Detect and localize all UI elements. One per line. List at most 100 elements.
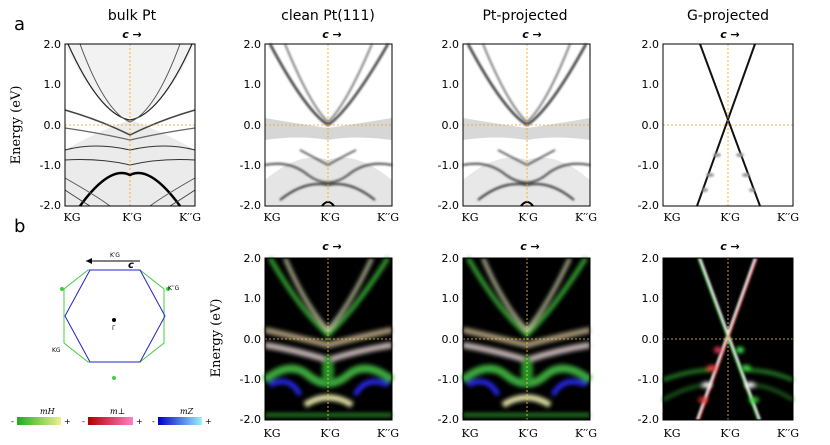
- colorbar-2-label: m⊥: [110, 407, 125, 416]
- xtick-a2-3: K′′G: [377, 211, 399, 224]
- ytick-b2-1: 2.0: [442, 252, 460, 265]
- colorbar-3-label: mZ: [180, 407, 194, 416]
- bottom-title-1: clean Pt(111): [330, 238, 337, 241]
- bz-label-right: K′′G: [168, 285, 180, 292]
- c-arrow-bottom-1: c →: [322, 240, 342, 253]
- colorbar-1-plus: +: [64, 417, 71, 426]
- xtick-a3-1: KG: [461, 211, 478, 224]
- ytick-b3-4: -1.0: [638, 373, 659, 386]
- panel-bulk-pt: [64, 43, 196, 207]
- colorbar-2-plus: +: [136, 417, 143, 426]
- ytick-a3-3: 0.0: [442, 119, 460, 132]
- colorbar-1: [17, 417, 61, 425]
- ytick-b1-4: -1.0: [240, 373, 261, 386]
- panel-g-bottom: [662, 257, 794, 421]
- brillouin-zone-diagram: K′G K′′G KG Γ c: [52, 252, 180, 380]
- ytick-a2-5: -2.0: [240, 199, 261, 212]
- ytick-a3-2: 1.0: [442, 78, 460, 91]
- ytick-b1-3: 0.0: [244, 333, 262, 346]
- xtick-a3-2: K′G: [518, 211, 538, 224]
- ytick-b3-3: 0.0: [642, 333, 660, 346]
- ytick-b3-1: 2.0: [642, 252, 660, 265]
- c-arrow-top-1: c →: [122, 28, 142, 41]
- panel-g-top: [662, 43, 794, 207]
- ytick-b2-4: -1.0: [438, 373, 459, 386]
- c-arrow-top-3: c →: [522, 28, 542, 41]
- bz-label-left: KG: [52, 347, 61, 354]
- xtick-a2-1: KG: [263, 211, 280, 224]
- ytick-a3-1: 2.0: [442, 38, 460, 51]
- bottom-yticks: 2.0 1.0 0.0 -1.0 -2.0 2.0 1.0 0.0 -1.0 -…: [240, 252, 659, 426]
- colorbar-3-minus: -: [152, 417, 155, 426]
- ytick-a4-2: 1.0: [642, 78, 660, 91]
- ytick-a3-4: -1.0: [438, 159, 459, 172]
- ytick-a1-1: 2.0: [44, 38, 62, 51]
- panel-b-label: b: [14, 216, 25, 237]
- xtick-b3-1: KG: [663, 427, 680, 440]
- top-xticks: KG K′G K′′G KG K′G K′′G KG K′G K′′G KG K…: [63, 211, 799, 224]
- panel-clean-top: [264, 43, 393, 207]
- colorbar-2-minus: -: [82, 417, 85, 426]
- ytick-b1-1: 2.0: [244, 252, 262, 265]
- bottom-title-2: Pt-projected: [528, 238, 534, 241]
- top-title-3: Pt-projected: [482, 8, 567, 24]
- energy-label-top: Energy (eV): [9, 86, 24, 165]
- ytick-a2-1: 2.0: [244, 38, 262, 51]
- ytick-a2-4: -1.0: [240, 159, 261, 172]
- ytick-b3-2: 1.0: [642, 292, 660, 305]
- ytick-a4-5: -2.0: [638, 199, 659, 212]
- ytick-a2-2: 1.0: [244, 78, 262, 91]
- ytick-a3-5: -2.0: [438, 199, 459, 212]
- xtick-b1-1: KG: [263, 427, 280, 440]
- c-arrow-bottom-3: c →: [720, 240, 740, 253]
- xtick-a4-1: KG: [663, 211, 680, 224]
- xtick-a3-3: K′′G: [575, 211, 597, 224]
- bz-label-gamma: Γ: [112, 325, 116, 332]
- xtick-a1-2: K′G: [122, 211, 142, 224]
- energy-label-bottom: Energy (eV): [209, 299, 224, 378]
- bottom-title-3: G-projected: [730, 238, 736, 241]
- c-arrow-bottom-2: c →: [520, 240, 540, 253]
- ytick-b2-3: 0.0: [442, 333, 460, 346]
- ytick-a1-2: 1.0: [44, 78, 62, 91]
- bz-label-c: c: [128, 260, 134, 271]
- bottom-xticks: KG K′G K′′G KG K′G K′′G KG K′G K′′G: [263, 427, 799, 440]
- ytick-a1-3: 0.0: [44, 119, 62, 132]
- ytick-a4-4: -1.0: [638, 159, 659, 172]
- colorbar-1-minus: -: [11, 417, 14, 426]
- bz-label-top: K′G: [110, 252, 120, 259]
- colorbar-2: [88, 417, 133, 425]
- xtick-a4-3: K′′G: [777, 211, 799, 224]
- top-title-1: bulk Pt: [108, 8, 157, 24]
- panel-clean-bottom: [262, 256, 395, 421]
- xtick-b2-2: K′G: [518, 427, 538, 440]
- panel-pt-top: [462, 43, 591, 207]
- top-title-2: clean Pt(111): [281, 8, 375, 24]
- xtick-b3-2: K′G: [720, 427, 740, 440]
- xtick-a2-2: K′G: [320, 211, 340, 224]
- ytick-b3-5: -2.0: [638, 413, 659, 426]
- ytick-a4-3: 0.0: [642, 119, 660, 132]
- ytick-a1-4: -1.0: [40, 159, 61, 172]
- ytick-b2-5: -2.0: [438, 413, 459, 426]
- panel-pt-bottom: [460, 256, 593, 421]
- ytick-b1-5: -2.0: [240, 413, 261, 426]
- colorbar-3: [158, 417, 202, 425]
- top-title-4: G-projected: [687, 8, 769, 24]
- c-arrow-top-4: c →: [720, 28, 740, 41]
- ytick-b1-2: 1.0: [244, 292, 262, 305]
- c-arrow-top-2: c →: [322, 28, 342, 41]
- colorbar-3-plus: +: [205, 417, 212, 426]
- ytick-b2-2: 1.0: [442, 292, 460, 305]
- top-yticks: 2.0 1.0 0.0 -1.0 -2.0 2.0 1.0 0.0 -1.0 -…: [40, 38, 659, 212]
- colorbar-1-label: mH: [40, 407, 56, 416]
- xtick-a1-1: KG: [63, 211, 80, 224]
- colorbar-legends: mH - + m⊥ - + mZ - +: [11, 407, 212, 426]
- xtick-b2-1: KG: [461, 427, 478, 440]
- ytick-a2-3: 0.0: [244, 119, 262, 132]
- xtick-a4-2: K′G: [720, 211, 740, 224]
- xtick-b1-2: K′G: [320, 427, 340, 440]
- xtick-a1-3: K′′G: [179, 211, 201, 224]
- xtick-b2-3: K′′G: [575, 427, 597, 440]
